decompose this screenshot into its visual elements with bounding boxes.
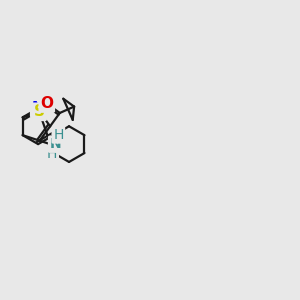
Text: H: H [53,128,64,142]
Text: N: N [32,101,44,116]
Text: H: H [47,147,57,161]
Text: O: O [40,96,53,111]
Text: S: S [34,104,45,119]
Text: N: N [50,137,61,151]
